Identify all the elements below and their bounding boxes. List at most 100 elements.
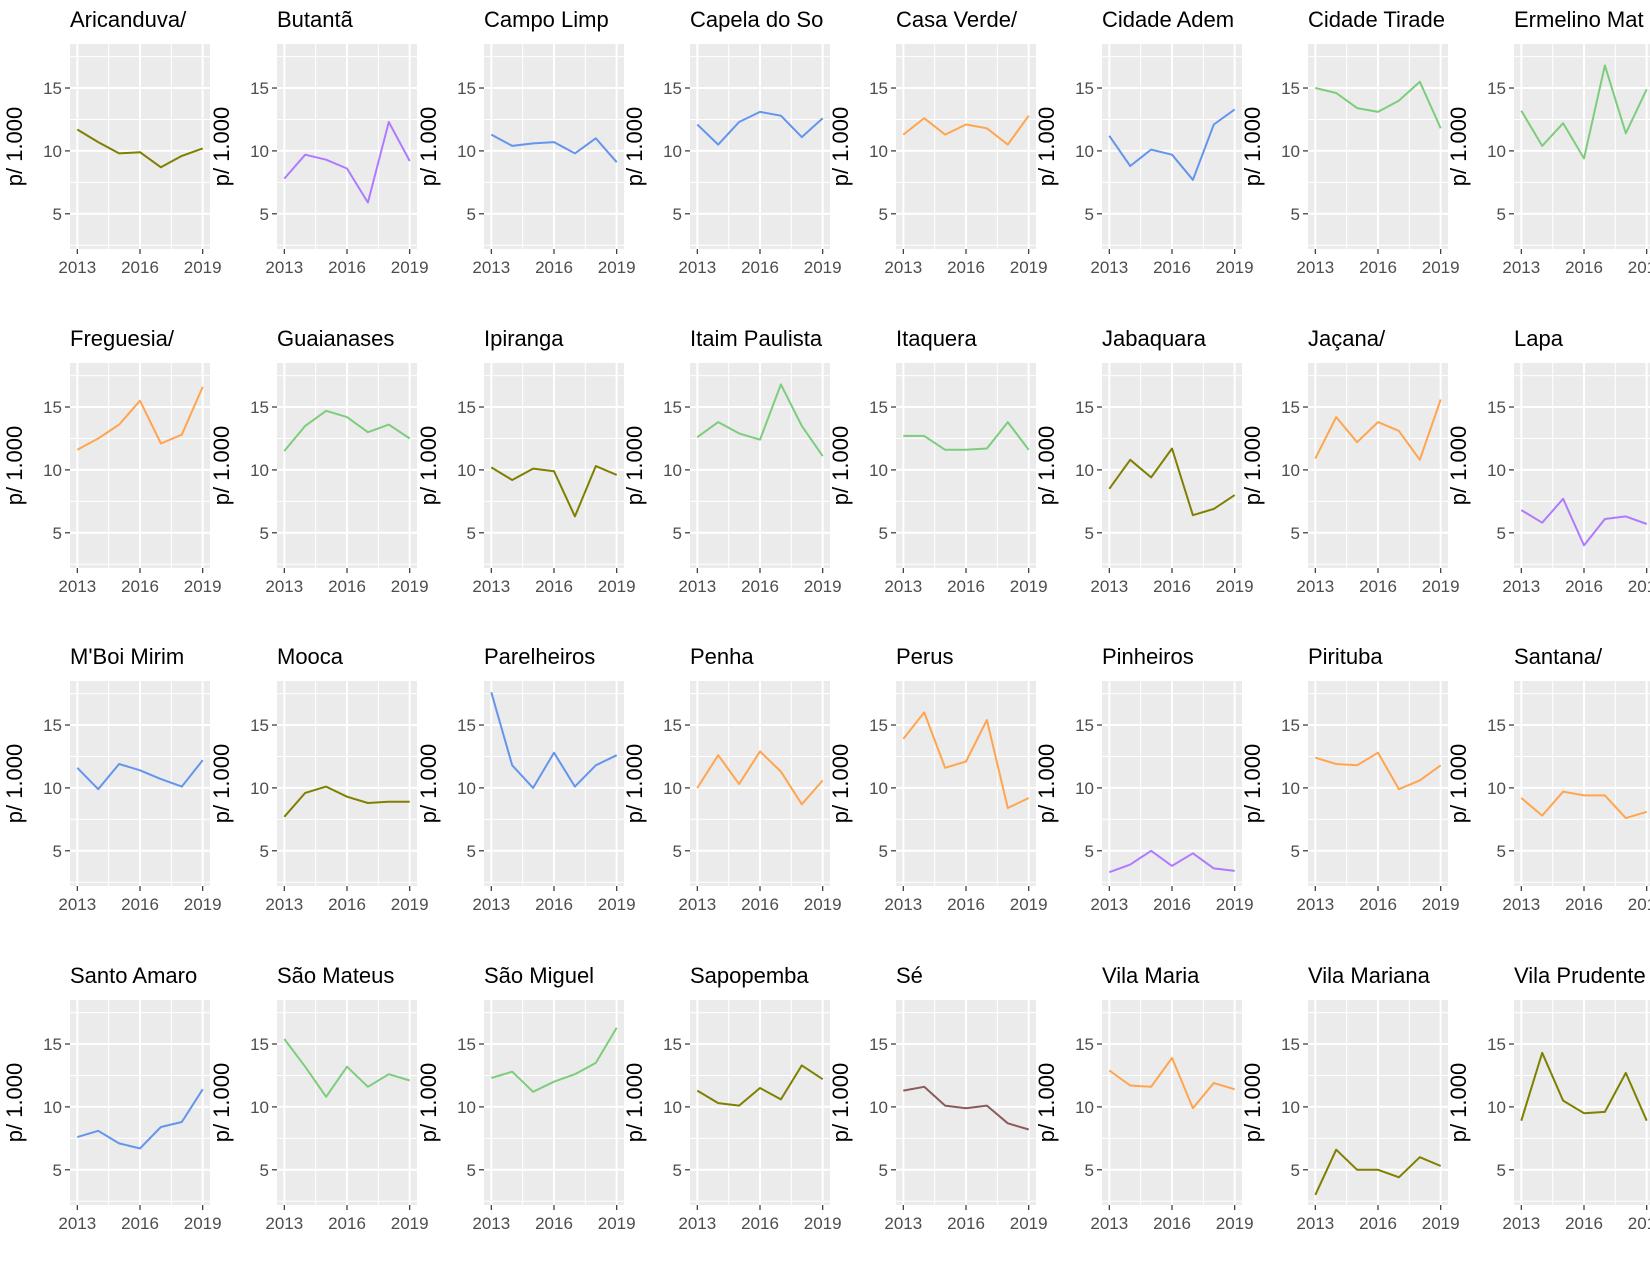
y-tick-label: 5 — [1497, 842, 1506, 861]
y-tick-label: 15 — [663, 716, 682, 735]
y-tick-label: 5 — [1085, 524, 1094, 543]
y-axis-label: p/ 1.000 — [209, 107, 234, 187]
y-tick-label: 5 — [1497, 205, 1506, 224]
y-tick-label: 5 — [1291, 205, 1300, 224]
x-tick-label: 2013 — [1090, 1214, 1128, 1233]
x-tick-label: 2013 — [678, 258, 716, 277]
x-tick-label: 2019 — [391, 577, 429, 596]
y-axis-label: p/ 1.000 — [1446, 1063, 1471, 1143]
x-tick-label: 2019 — [1216, 577, 1254, 596]
panel-background — [1514, 44, 1650, 249]
y-tick-label: 15 — [457, 79, 476, 98]
panel: 5 10 15 2013 2016 2019 Vila Mariana p/ 1.000 — [1240, 963, 1460, 1233]
panel: 5 10 15 2013 2016 2019 Santana/p/ 1.000 — [1446, 644, 1650, 914]
x-tick-label: 2019 — [391, 895, 429, 914]
y-tick-label: 10 — [250, 142, 269, 161]
panel: 5 10 15 2013 2016 2019 Jaçana/p/ 1.000 — [1240, 326, 1460, 596]
y-axis-label: p/ 1.000 — [2, 1063, 27, 1143]
series-line — [1520, 497, 1648, 547]
y-tick-label: 5 — [467, 205, 476, 224]
y-tick-label: 10 — [869, 142, 888, 161]
panel: 5 10 15 2013 2016 2019 Itaquera p/ 1.000 — [828, 326, 1048, 596]
x-tick-label: 2019 — [1628, 577, 1650, 596]
x-tick-label: 2019 — [1422, 577, 1460, 596]
series-line — [1108, 849, 1235, 874]
panel: 5 10 15 2013 2016 2019 Perus p/ 1.000 — [828, 644, 1048, 914]
y-tick-label: 15 — [869, 716, 888, 735]
panel-title: Aricanduva/ — [70, 7, 187, 32]
y-axis-label: p/ 1.000 — [828, 744, 853, 824]
panel-title: Santana/ — [1514, 644, 1603, 669]
x-tick-label: 2016 — [1359, 1214, 1397, 1233]
x-tick-label: 2013 — [58, 895, 96, 914]
y-axis-label: p/ 1.000 — [1240, 426, 1265, 506]
panel-title: Cidade Adem — [1102, 7, 1234, 32]
x-tick-label: 2016 — [741, 258, 779, 277]
x-tick-label: 2019 — [184, 577, 222, 596]
x-tick-label: 2016 — [947, 895, 985, 914]
panel-background — [1514, 363, 1650, 568]
y-tick-label: 10 — [1075, 779, 1094, 798]
panel-title: São Mateus — [277, 963, 394, 988]
x-tick-label: 2016 — [535, 577, 573, 596]
y-axis-label: p/ 1.000 — [416, 1063, 441, 1143]
x-tick-label: 2016 — [121, 1214, 159, 1233]
y-tick-label: 15 — [663, 1035, 682, 1054]
panel: 5 10 15 2013 2016 2019 Sapopemba p/ 1.000 — [622, 963, 842, 1233]
panel-title: Ermelino Mat — [1514, 7, 1644, 32]
y-tick-label: 15 — [1281, 79, 1300, 98]
series-line — [1108, 447, 1236, 517]
x-tick-label: 2019 — [184, 895, 222, 914]
x-tick-label: 2016 — [947, 258, 985, 277]
y-axis-label: p/ 1.000 — [1446, 744, 1471, 824]
y-tick-label: 10 — [1281, 142, 1300, 161]
x-tick-label: 2016 — [741, 895, 779, 914]
series-line — [283, 409, 411, 452]
y-tick-label: 10 — [250, 779, 269, 798]
y-tick-label: 5 — [260, 205, 269, 224]
y-tick-label: 10 — [663, 461, 682, 480]
panel: 5 10 15 2013 2016 2019 Parelheiros p/ 1.000 — [416, 644, 636, 914]
x-tick-label: 2016 — [328, 895, 366, 914]
series-line — [696, 383, 824, 457]
x-tick-label: 2019 — [804, 258, 842, 277]
panel-background — [1514, 1000, 1650, 1205]
y-tick-label: 5 — [53, 1161, 62, 1180]
x-tick-label: 2016 — [741, 1214, 779, 1233]
y-tick-label: 5 — [1291, 842, 1300, 861]
y-tick-label: 10 — [457, 461, 476, 480]
panel: 5 10 15 2013 2016 2019 Guaianases p/ 1.000 — [209, 326, 429, 596]
x-tick-label: 2016 — [1153, 577, 1191, 596]
series-line — [903, 421, 1030, 451]
panel-title: São Miguel — [484, 963, 594, 988]
y-tick-label: 10 — [663, 1098, 682, 1117]
series-line — [1314, 399, 1442, 461]
x-tick-label: 2019 — [598, 258, 636, 277]
panel: 5 10 15 2013 2016 2019 Ipiranga p/ 1.000 — [416, 326, 636, 596]
panel: 5 10 15 2013 2016 2019 Itaim Paulista p/ 1.000 — [622, 326, 842, 596]
x-tick-label: 2019 — [391, 258, 429, 277]
panel-title: Parelheiros — [484, 644, 595, 669]
panel-title: Guaianases — [277, 326, 394, 351]
y-tick-label: 10 — [663, 779, 682, 798]
y-tick-label: 10 — [869, 461, 888, 480]
x-tick-label: 2013 — [678, 1214, 716, 1233]
y-tick-label: 5 — [1497, 524, 1506, 543]
x-tick-label: 2013 — [265, 1214, 303, 1233]
y-tick-label: 5 — [1291, 1161, 1300, 1180]
x-tick-label: 2016 — [328, 258, 366, 277]
y-tick-label: 5 — [1085, 205, 1094, 224]
panel: 5 10 15 2013 2016 2019 Campo Limp p/ 1.000 — [416, 7, 636, 277]
y-axis-label: p/ 1.000 — [209, 744, 234, 824]
panel: 5 10 15 2013 2016 2019 Santo Amaro p/ 1.000 — [2, 963, 222, 1233]
x-tick-label: 2019 — [1628, 258, 1650, 277]
x-tick-label: 2013 — [1296, 258, 1334, 277]
panel-title: Campo Limp — [484, 7, 609, 32]
x-tick-label: 2019 — [598, 1214, 636, 1233]
x-tick-label: 2013 — [1090, 258, 1128, 277]
x-tick-label: 2013 — [58, 258, 96, 277]
y-tick-label: 5 — [53, 524, 62, 543]
panel: 5 10 15 2013 2016 2019 Cidade Tirade p/ 1.000 — [1240, 7, 1460, 277]
y-axis-label: p/ 1.000 — [209, 426, 234, 506]
